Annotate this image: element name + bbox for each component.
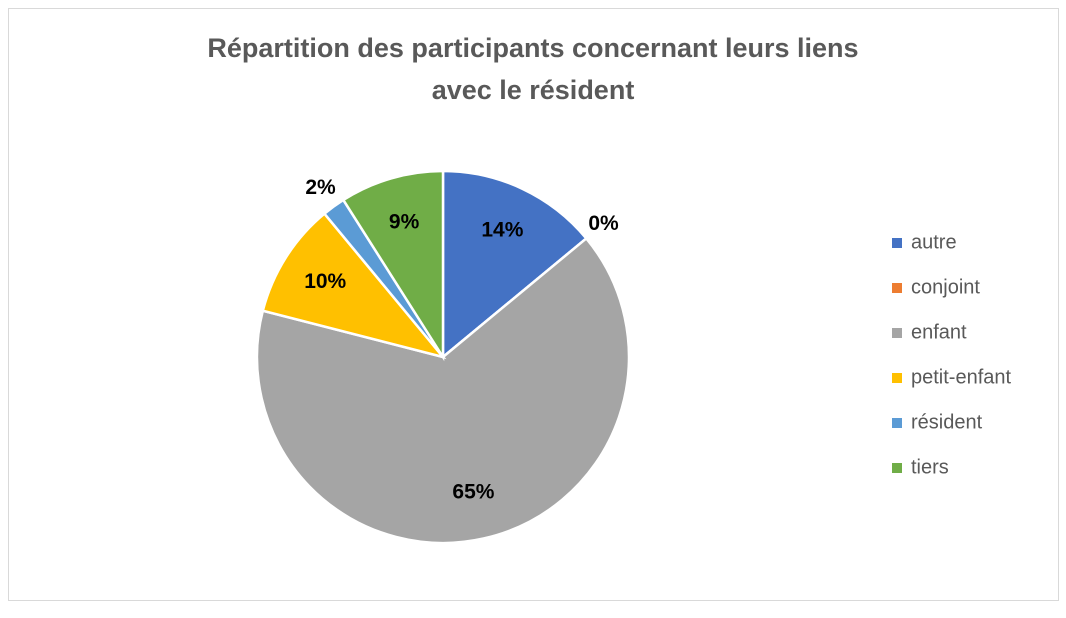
legend-swatch: [892, 463, 902, 473]
data-label: 0%: [588, 212, 619, 235]
legend-swatch: [892, 418, 902, 428]
legend-swatch: [892, 283, 902, 293]
legend-swatch: [892, 238, 902, 248]
legend-label: conjoint: [911, 276, 980, 298]
pie-slice: [255, 236, 631, 545]
data-label: 2%: [305, 176, 336, 199]
pie-slice: [341, 169, 445, 362]
legend-label: tiers: [911, 456, 949, 478]
legend-label: enfant: [911, 321, 967, 343]
data-label: 14%: [481, 218, 523, 241]
legend-label: petit-enfant: [911, 366, 1012, 388]
pie-slice: [261, 211, 447, 360]
chart-title: avec le résident: [432, 75, 635, 105]
data-label: 10%: [304, 270, 346, 293]
legend-label: autre: [911, 231, 957, 253]
chart-title: Répartition des participants concernant …: [207, 33, 858, 63]
legend-swatch: [892, 373, 902, 383]
pie-slice: [441, 169, 589, 360]
legend-label: résident: [911, 411, 983, 433]
data-label: 9%: [389, 211, 420, 234]
legend-swatch: [892, 328, 902, 338]
data-label: 65%: [452, 481, 494, 504]
